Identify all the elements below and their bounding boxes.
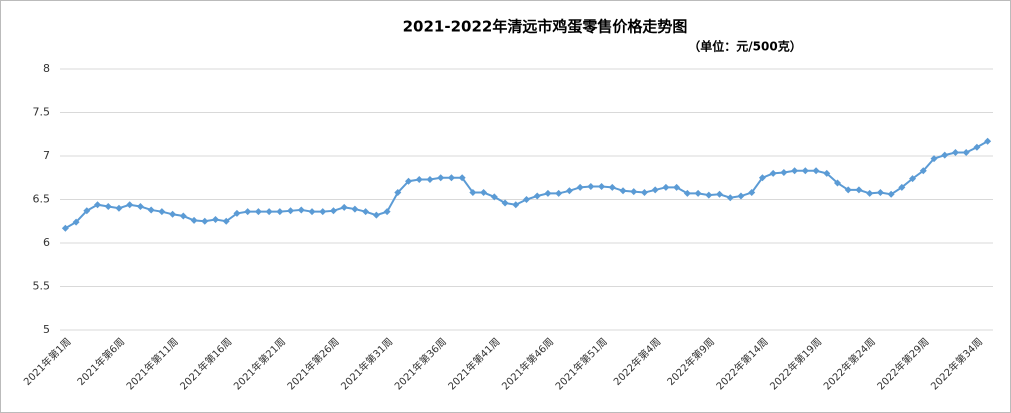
point-marker bbox=[823, 169, 831, 177]
point-marker bbox=[973, 143, 981, 151]
point-marker bbox=[984, 137, 992, 145]
point-marker bbox=[758, 174, 766, 182]
point-marker bbox=[426, 175, 434, 183]
point-marker bbox=[147, 206, 155, 214]
point-marker bbox=[512, 201, 520, 209]
point-marker bbox=[565, 187, 573, 195]
point-marker bbox=[405, 177, 413, 185]
point-marker bbox=[169, 210, 177, 218]
point-marker bbox=[576, 183, 584, 191]
point-marker bbox=[136, 202, 144, 210]
point-marker bbox=[126, 201, 134, 209]
point-marker bbox=[383, 208, 391, 216]
point-marker bbox=[598, 182, 606, 190]
point-marker bbox=[254, 208, 262, 216]
point-marker bbox=[447, 174, 455, 182]
point-marker bbox=[372, 211, 380, 219]
point-marker bbox=[694, 189, 702, 197]
point-marker bbox=[737, 192, 745, 200]
y-tick-label: 5.5 bbox=[33, 280, 51, 293]
point-marker bbox=[909, 175, 917, 183]
point-marker bbox=[662, 183, 670, 191]
y-tick-label: 5 bbox=[43, 323, 50, 336]
point-marker bbox=[801, 167, 809, 175]
point-marker bbox=[962, 149, 970, 157]
point-marker bbox=[104, 202, 112, 210]
point-marker bbox=[748, 189, 756, 197]
point-marker bbox=[308, 208, 316, 216]
point-marker bbox=[158, 208, 166, 216]
point-marker bbox=[394, 189, 402, 197]
point-marker bbox=[179, 212, 187, 220]
point-marker bbox=[844, 186, 852, 194]
point-marker bbox=[555, 189, 563, 197]
point-marker bbox=[887, 190, 895, 198]
point-marker bbox=[94, 201, 102, 209]
chart-subtitle: （单位：元/500克） bbox=[688, 39, 801, 54]
point-marker bbox=[683, 189, 691, 197]
point-marker bbox=[222, 217, 230, 225]
point-marker bbox=[812, 167, 820, 175]
point-marker bbox=[501, 199, 509, 207]
point-marker bbox=[201, 217, 209, 225]
y-tick-label: 6 bbox=[43, 236, 50, 249]
point-marker bbox=[673, 183, 681, 191]
point-marker bbox=[480, 189, 488, 197]
point-marker bbox=[265, 208, 273, 216]
point-marker bbox=[72, 218, 80, 226]
point-marker bbox=[726, 194, 734, 202]
point-marker bbox=[297, 206, 305, 214]
point-marker bbox=[716, 190, 724, 198]
point-marker bbox=[458, 174, 466, 182]
point-marker bbox=[490, 193, 498, 201]
point-marker bbox=[630, 188, 638, 196]
point-marker bbox=[437, 174, 445, 182]
point-marker bbox=[640, 189, 648, 197]
point-marker bbox=[276, 208, 284, 216]
y-tick-label: 7 bbox=[43, 149, 50, 162]
point-marker bbox=[469, 189, 477, 197]
point-marker bbox=[190, 216, 198, 224]
point-marker bbox=[651, 186, 659, 194]
point-marker bbox=[834, 179, 841, 187]
point-marker bbox=[523, 196, 530, 203]
point-marker bbox=[587, 182, 595, 190]
point-marker bbox=[780, 169, 788, 177]
point-marker bbox=[705, 191, 713, 199]
point-marker bbox=[919, 167, 927, 175]
point-marker bbox=[855, 186, 863, 194]
point-marker bbox=[930, 155, 938, 163]
point-marker bbox=[61, 224, 69, 232]
point-marker bbox=[319, 208, 327, 216]
point-marker bbox=[351, 205, 359, 213]
point-marker bbox=[115, 204, 123, 212]
point-marker bbox=[212, 216, 219, 224]
point-marker bbox=[951, 149, 959, 157]
point-marker bbox=[898, 183, 906, 191]
point-marker bbox=[244, 208, 252, 216]
y-tick-label: 7.5 bbox=[33, 106, 51, 119]
point-marker bbox=[233, 209, 241, 217]
point-marker bbox=[866, 189, 874, 197]
y-tick-label: 6.5 bbox=[33, 193, 51, 206]
point-marker bbox=[340, 203, 348, 211]
point-marker bbox=[533, 192, 541, 200]
point-marker bbox=[619, 187, 627, 195]
point-marker bbox=[83, 207, 91, 215]
point-marker bbox=[791, 167, 799, 175]
point-marker bbox=[415, 175, 423, 183]
point-marker bbox=[769, 169, 777, 177]
point-marker bbox=[941, 151, 949, 159]
point-marker bbox=[362, 208, 370, 216]
point-marker bbox=[544, 189, 552, 197]
point-marker bbox=[287, 207, 295, 215]
chart-title: 2021-2022年清远市鸡蛋零售价格走势图 bbox=[403, 18, 688, 36]
point-marker bbox=[329, 207, 337, 215]
point-marker bbox=[608, 183, 616, 191]
y-tick-label: 8 bbox=[43, 62, 50, 75]
point-marker bbox=[876, 189, 884, 197]
